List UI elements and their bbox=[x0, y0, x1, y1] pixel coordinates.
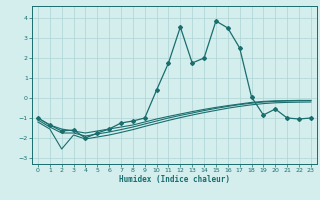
X-axis label: Humidex (Indice chaleur): Humidex (Indice chaleur) bbox=[119, 175, 230, 184]
